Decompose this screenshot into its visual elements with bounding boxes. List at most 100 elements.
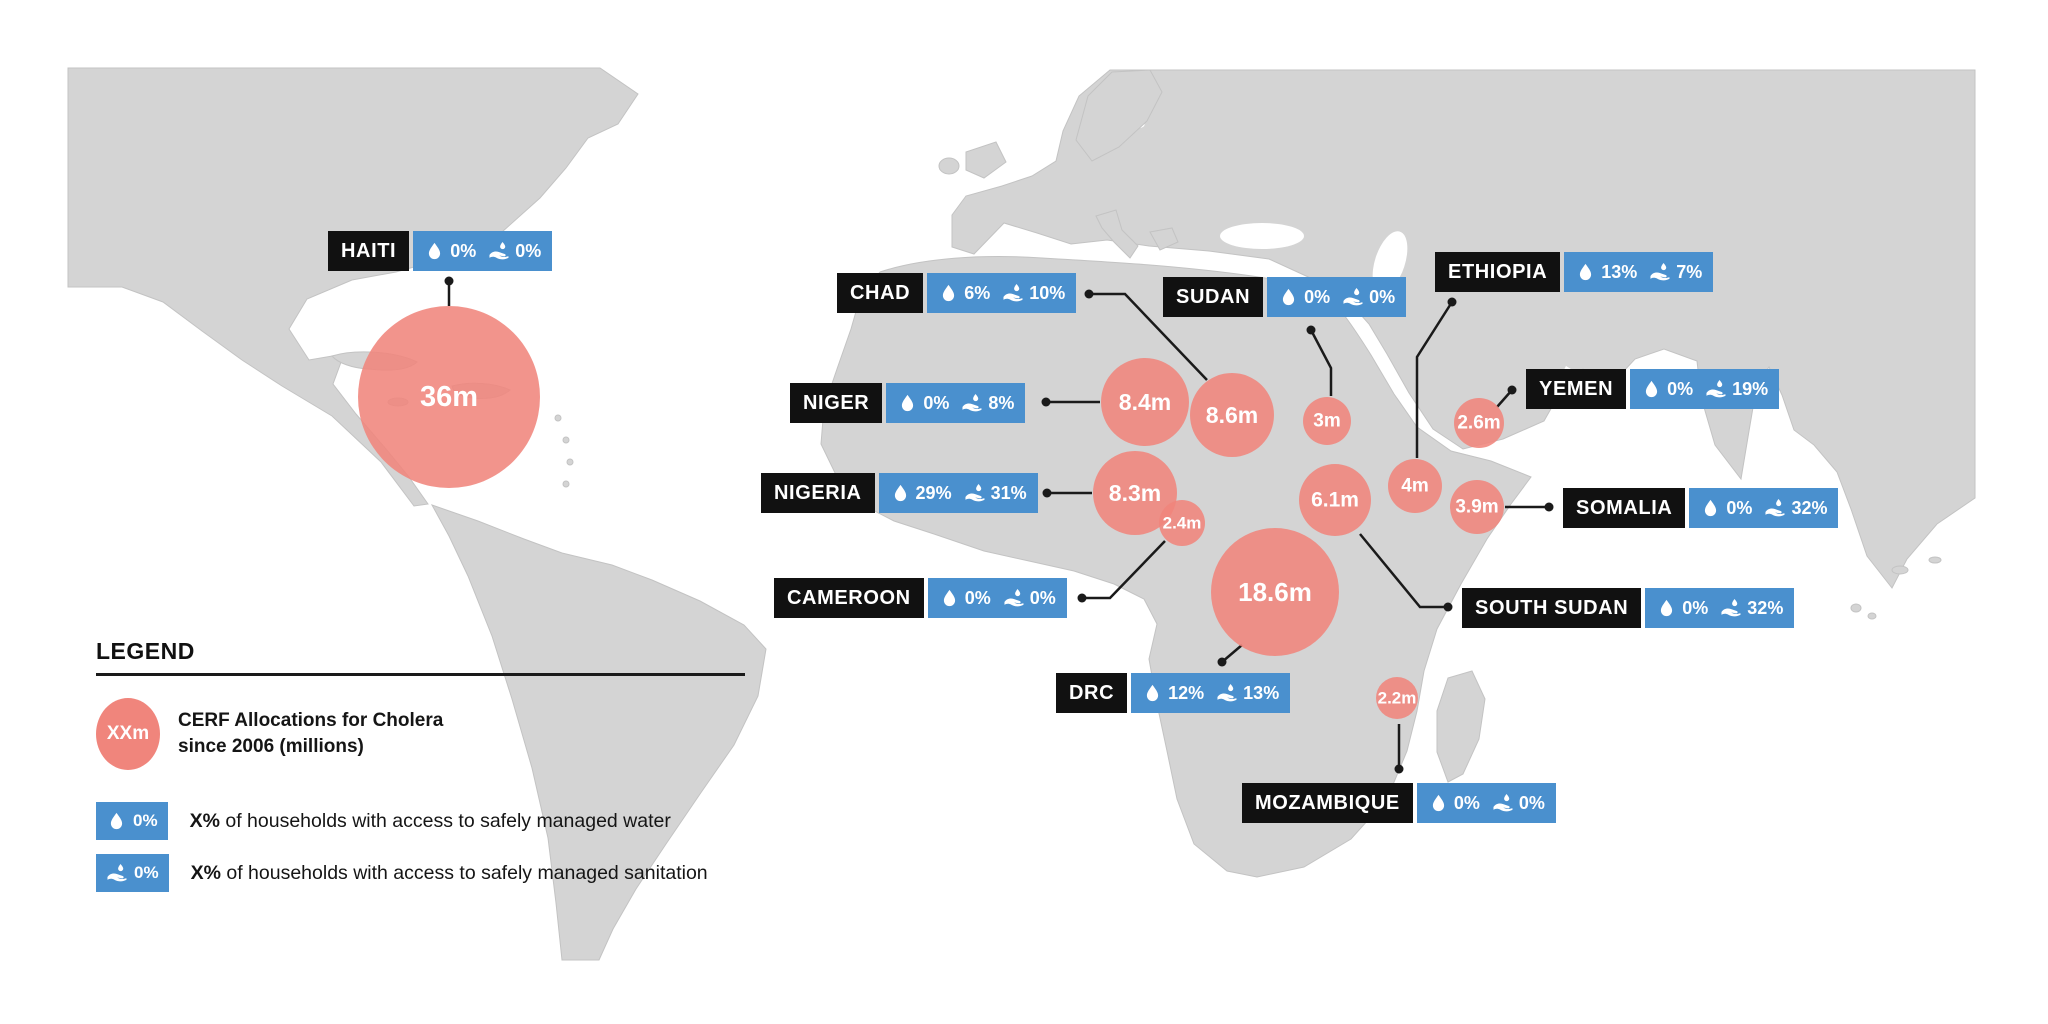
madagascar-shape bbox=[1436, 670, 1486, 783]
island-speck bbox=[1928, 556, 1942, 564]
connector-dot-sudan bbox=[1306, 325, 1316, 335]
country-name-south-sudan: SOUTH SUDAN bbox=[1462, 588, 1642, 628]
sanitation-value: 0% bbox=[1518, 792, 1545, 813]
connector-dot-chad bbox=[1084, 289, 1094, 299]
island-speck bbox=[1850, 603, 1862, 613]
country-label-haiti: HAITI 0% 0% bbox=[328, 231, 553, 271]
connector-dot-somalia bbox=[1544, 502, 1554, 512]
stats-badge-ethiopia: 13% 7% bbox=[1564, 252, 1714, 292]
connector-dot-south-sudan bbox=[1443, 602, 1453, 612]
allocation-value-yemen: 2.6m bbox=[1457, 413, 1500, 434]
allocation-value-south-sudan: 6.1m bbox=[1311, 489, 1359, 512]
ireland-shape bbox=[938, 157, 960, 175]
allocation-circle-somalia bbox=[1450, 480, 1504, 534]
water-stat: 12% bbox=[1142, 683, 1204, 704]
allocation-circle-drc bbox=[1211, 528, 1339, 656]
water-value: 0% bbox=[1667, 378, 1694, 399]
water-drop-icon bbox=[943, 284, 955, 301]
allocation-desc-line2: since 2006 (millions) bbox=[178, 736, 364, 757]
sanitation-hand-icon bbox=[1004, 589, 1024, 607]
country-label-drc: DRC 12% 13% bbox=[1056, 673, 1291, 713]
water-drop-icon bbox=[1432, 794, 1444, 811]
island-speck bbox=[562, 480, 570, 488]
connector-cameroon bbox=[1082, 540, 1166, 600]
country-label-sudan: SUDAN 0% 0% bbox=[1163, 277, 1407, 317]
water-stat: 6% bbox=[938, 283, 990, 304]
connector-dot-nigeria bbox=[1042, 488, 1052, 498]
sanitation-hand-icon bbox=[965, 484, 985, 502]
water-value: 13% bbox=[1601, 261, 1638, 282]
legend-water-row: 0% X% of households with access to safel… bbox=[96, 802, 776, 840]
allocation-desc-line1: CERF Allocations for Cholera bbox=[178, 709, 444, 731]
stats-badge-cameroon: 0% 0% bbox=[927, 578, 1067, 618]
water-stat: 0% bbox=[424, 241, 476, 262]
allocation-value-haiti: 36m bbox=[420, 381, 478, 413]
sanitation-value: 31% bbox=[990, 482, 1027, 503]
sanitation-sample-value: 0% bbox=[134, 863, 159, 882]
allocation-circle-chad bbox=[1190, 373, 1274, 457]
sanitation-description: X% of households with access to safely m… bbox=[190, 861, 708, 884]
allocation-circle-mozambique bbox=[1376, 677, 1418, 719]
sanitation-hand-icon bbox=[1765, 499, 1785, 517]
stats-badge-mozambique: 0% 0% bbox=[1416, 783, 1556, 823]
stats-badge-niger: 0% 8% bbox=[886, 383, 1026, 423]
north-america-shape bbox=[67, 67, 639, 507]
allocation-value-sudan: 3m bbox=[1313, 411, 1340, 432]
island-speck bbox=[562, 436, 570, 444]
sanitation-stat: 0% bbox=[1492, 792, 1545, 814]
allocation-value-mozambique: 2.2m bbox=[1378, 689, 1417, 708]
connector-chad bbox=[1089, 292, 1208, 381]
connector-dot-drc bbox=[1217, 657, 1227, 667]
water-stat: 29% bbox=[890, 483, 952, 504]
country-label-niger: NIGER 0% 8% bbox=[790, 383, 1026, 423]
sanitation-value: 0% bbox=[1029, 587, 1056, 608]
allocation-circle-haiti bbox=[358, 306, 540, 488]
legend-divider bbox=[96, 673, 745, 676]
stats-badge-chad: 6% 10% bbox=[927, 273, 1077, 313]
water-drop-icon bbox=[1147, 684, 1159, 701]
sanitation-value: 32% bbox=[1747, 597, 1784, 618]
stats-badge-yemen: 0% 19% bbox=[1630, 369, 1780, 409]
water-value: 0% bbox=[923, 392, 950, 413]
water-value: 12% bbox=[1168, 682, 1205, 703]
allocation-value-drc: 18.6m bbox=[1238, 577, 1312, 607]
sanitation-hand-icon bbox=[107, 864, 127, 882]
legend: LEGEND XXm CERF Allocations for Cholera … bbox=[96, 638, 776, 892]
stats-badge-nigeria: 29% 31% bbox=[878, 473, 1038, 513]
island-speck bbox=[1891, 565, 1909, 575]
country-name-sudan: SUDAN bbox=[1163, 277, 1264, 317]
water-drop-icon bbox=[110, 812, 123, 829]
stats-badge-somalia: 0% 32% bbox=[1689, 488, 1839, 528]
country-name-niger: NIGER bbox=[790, 383, 883, 423]
connector-dot-yemen bbox=[1507, 385, 1517, 395]
allocation-sample-label: XXm bbox=[106, 723, 150, 744]
water-drop-icon bbox=[1283, 288, 1295, 305]
sanitation-hand-icon bbox=[1493, 794, 1513, 812]
water-value: 6% bbox=[964, 282, 991, 303]
sanitation-value: 7% bbox=[1676, 261, 1703, 282]
island-speck bbox=[566, 458, 574, 466]
allocation-value-cameroon: 2.4m bbox=[1163, 514, 1202, 533]
water-value: 0% bbox=[1682, 597, 1709, 618]
sanitation-value: 8% bbox=[988, 392, 1015, 413]
sanitation-hand-icon bbox=[489, 242, 509, 260]
allocation-circle-sudan bbox=[1303, 397, 1351, 445]
allocation-circle-niger bbox=[1101, 358, 1189, 446]
country-name-cameroon: CAMEROON bbox=[774, 578, 924, 618]
water-drop-icon bbox=[1580, 263, 1592, 280]
country-label-yemen: YEMEN 0% 19% bbox=[1526, 369, 1780, 409]
water-stat: 0% bbox=[1656, 598, 1708, 619]
sanitation-stat: 32% bbox=[1720, 597, 1783, 619]
scandinavia-shape bbox=[1075, 69, 1163, 162]
connector-south-sudan bbox=[1359, 533, 1448, 609]
allocation-value-nigeria: 8.3m bbox=[1109, 480, 1161, 506]
water-value: 0% bbox=[450, 240, 477, 261]
stats-badge-drc: 12% 13% bbox=[1131, 673, 1291, 713]
sanitation-value: 19% bbox=[1732, 378, 1769, 399]
water-stat: 0% bbox=[1641, 379, 1693, 400]
sanitation-value: 13% bbox=[1243, 682, 1280, 703]
allocation-value-chad: 8.6m bbox=[1206, 402, 1258, 428]
legend-title: LEGEND bbox=[96, 638, 195, 664]
water-drop-icon bbox=[894, 484, 906, 501]
